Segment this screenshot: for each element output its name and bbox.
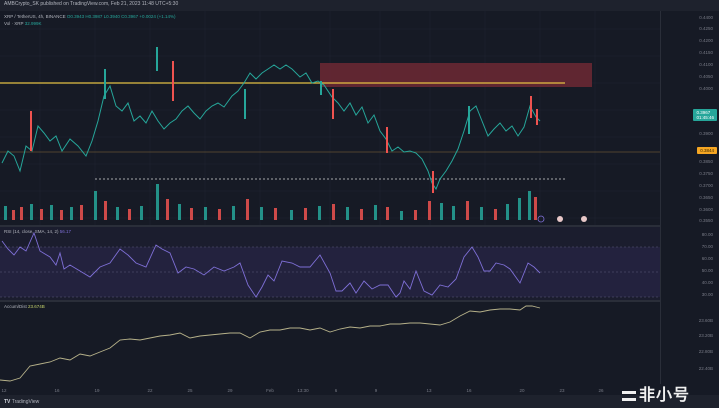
time-axis[interactable]: 12 16 19 22 25 29 Feb 13:30 6 9 13 16 20… — [0, 384, 660, 395]
rsi-tick: 70.00 — [701, 244, 713, 249]
ad-tick: 22.80B — [698, 349, 713, 354]
watermark-logo-icon — [622, 390, 636, 401]
time-tick: 26 — [598, 388, 604, 393]
rsi-label: RSI (14, close, SMA, 14, 2) — [4, 229, 59, 234]
time-tick: 12 — [1, 388, 7, 393]
earnings-marker-icon-2 — [581, 216, 587, 222]
time-tick: 13:30 — [297, 388, 309, 393]
volume-value: 32.999K — [24, 21, 42, 26]
pane-separator-2[interactable] — [0, 300, 660, 302]
time-tick: 16 — [54, 388, 60, 393]
rsi-line — [1, 231, 541, 298]
watermark-text: 非小号 — [639, 387, 691, 404]
price-tick: 0.3550 — [699, 218, 713, 223]
time-tick: 13 — [426, 388, 432, 393]
tradingview-logo[interactable]: TV TradingView — [4, 399, 40, 405]
rsi-pane[interactable]: RSI (14, close, SMA, 14, 2) 56.17 — [0, 227, 660, 300]
rsi-band — [0, 247, 660, 297]
symbol-legend: XRP / TetherUS, 4h, BINANCE O0.3943 H0.3… — [4, 14, 175, 19]
time-tick: 25 — [187, 388, 193, 393]
footer-bar: TV TradingView — [0, 395, 719, 408]
publish-bar: AMBCrypto_SK published on TradingView.co… — [0, 0, 719, 11]
symbol-label: XRP / TetherUS, 4h, BINANCE — [4, 14, 66, 19]
candles — [30, 47, 538, 193]
price-tick: 0.4050 — [699, 74, 713, 79]
time-tick: 29 — [227, 388, 233, 393]
support-price-tag: 0.3844 — [697, 147, 717, 154]
rsi-value: 56.17 — [59, 229, 72, 234]
pane-separator[interactable] — [0, 225, 660, 227]
price-tick: 0.4250 — [699, 26, 713, 31]
price-chart-svg — [0, 11, 660, 384]
rsi-tick: 60.00 — [701, 256, 713, 261]
price-tick: 0.4200 — [699, 38, 713, 43]
ad-pane[interactable]: Accum/Dist 23.674B — [0, 302, 660, 384]
volume-bars — [4, 184, 537, 220]
rsi-tick: 40.00 — [701, 280, 713, 285]
event-marker-icon — [537, 215, 545, 223]
price-tick: 0.3700 — [699, 183, 713, 188]
price-tick: 0.3750 — [699, 171, 713, 176]
ad-label: Accum/Dist — [4, 304, 27, 309]
time-tick: 19 — [94, 388, 100, 393]
time-tick: 22 — [147, 388, 153, 393]
price-tick: 0.3600 — [699, 207, 713, 212]
price-tick: 0.4000 — [699, 86, 713, 91]
price-tick: 0.3850 — [699, 159, 713, 164]
price-tick: 0.4400 — [699, 15, 713, 20]
price-tick: 0.4150 — [699, 50, 713, 55]
rsi-legend: RSI (14, close, SMA, 14, 2) 56.17 — [4, 229, 71, 234]
watermark: 非小号 — [622, 381, 690, 405]
ad-chart-svg — [0, 305, 541, 382]
ad-line — [0, 305, 541, 382]
rsi-tick: 50.00 — [701, 268, 713, 273]
price-path — [1, 64, 541, 191]
chart-area[interactable]: XRP / TetherUS, 4h, BINANCE O0.3943 H0.3… — [0, 11, 660, 384]
rsi-tick: 80.00 — [701, 232, 713, 237]
brand-label: TradingView — [11, 399, 40, 405]
ad-tick: 22.40B — [698, 366, 713, 371]
ad-tick: 23.60B — [698, 318, 713, 323]
ad-legend: Accum/Dist 23.674B — [4, 304, 45, 309]
time-tick: Feb — [266, 388, 274, 393]
current-price-tag: 0.3967 01:45:46 — [693, 109, 717, 121]
price-tick: 0.4100 — [699, 62, 713, 67]
publish-info: AMBCrypto_SK published on TradingView.co… — [4, 1, 179, 7]
volume-label: Vol · XRP — [4, 21, 24, 26]
time-tick: 20 — [519, 388, 525, 393]
time-tick: 23 — [559, 388, 565, 393]
time-tick: 16 — [466, 388, 472, 393]
ohlc-values: O0.3943 H0.3987 L0.3940 C0.3967 +0.0024 … — [66, 14, 176, 19]
ad-value: 23.674B — [28, 304, 45, 309]
price-axis[interactable]: 0.4400 0.4250 0.4200 0.4150 0.4100 0.405… — [660, 11, 719, 384]
rsi-tick: 30.00 — [701, 292, 713, 297]
price-tick: 0.3900 — [699, 131, 713, 136]
ad-tick: 23.20B — [698, 333, 713, 338]
time-tick: 9 — [374, 388, 378, 393]
earnings-marker-icon — [557, 216, 563, 222]
rsi-chart-svg — [0, 231, 660, 298]
volume-legend: Vol · XRP 32.999K — [4, 21, 41, 26]
time-tick: 6 — [334, 388, 338, 393]
price-tick: 0.3650 — [699, 195, 713, 200]
